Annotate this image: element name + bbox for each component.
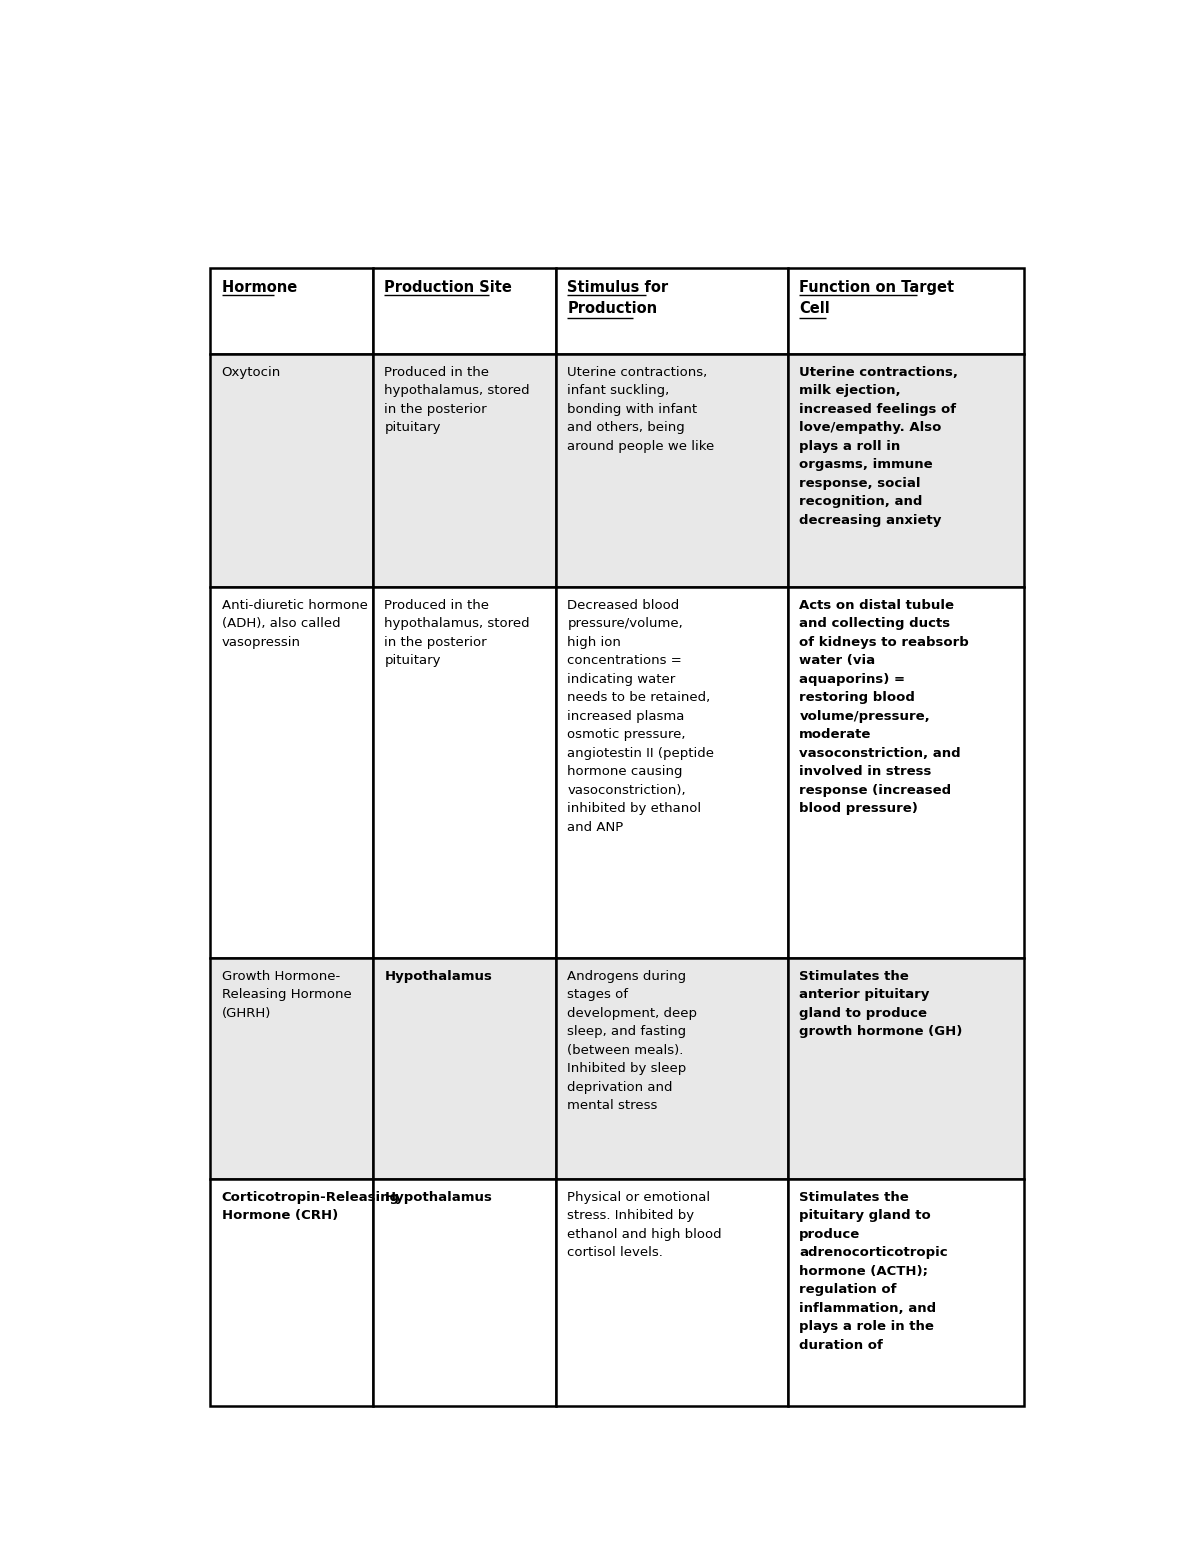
Text: Acts on distal tubule
and collecting ducts
of kidneys to reabsorb
water (via
aqu: Acts on distal tubule and collecting duc… bbox=[799, 599, 970, 815]
Text: Produced in the
hypothalamus, stored
in the posterior
pituitary: Produced in the hypothalamus, stored in … bbox=[384, 599, 530, 668]
Bar bbox=[210, 267, 373, 354]
Text: Hypothalamus: Hypothalamus bbox=[384, 1191, 492, 1204]
Text: Corticotropin-Releasing
Hormone (CRH): Corticotropin-Releasing Hormone (CRH) bbox=[222, 1191, 400, 1222]
Bar bbox=[557, 267, 788, 354]
Text: Physical or emotional
stress. Inhibited by
ethanol and high blood
cortisol level: Physical or emotional stress. Inhibited … bbox=[568, 1191, 722, 1259]
Text: Production Site: Production Site bbox=[384, 280, 517, 295]
Text: Produced in the
hypothalamus, stored
in the posterior
pituitary: Produced in the hypothalamus, stored in … bbox=[384, 365, 530, 435]
Bar bbox=[373, 958, 557, 1179]
Bar bbox=[557, 1179, 788, 1405]
Bar bbox=[788, 267, 1024, 354]
Bar bbox=[373, 267, 557, 354]
Bar bbox=[373, 354, 557, 587]
Text: Stimulus for
Production: Stimulus for Production bbox=[568, 280, 668, 317]
Text: Oxytocin: Oxytocin bbox=[222, 365, 281, 379]
Text: Stimulates the
pituitary gland to
produce
adrenocorticotropic
hormone (ACTH);
re: Stimulates the pituitary gland to produc… bbox=[799, 1191, 948, 1351]
Bar bbox=[210, 1179, 373, 1405]
Bar bbox=[788, 1179, 1024, 1405]
Text: Stimulates the
anterior pituitary
gland to produce
growth hormone (GH): Stimulates the anterior pituitary gland … bbox=[799, 969, 962, 1037]
Bar bbox=[210, 354, 373, 587]
Text: Hypothalamus: Hypothalamus bbox=[384, 969, 492, 983]
Bar bbox=[210, 958, 373, 1179]
Text: Hormone: Hormone bbox=[222, 280, 302, 295]
Bar bbox=[557, 958, 788, 1179]
Text: Androgens during
stages of
development, deep
sleep, and fasting
(between meals).: Androgens during stages of development, … bbox=[568, 969, 697, 1112]
Bar bbox=[373, 587, 557, 958]
Bar bbox=[557, 354, 788, 587]
Bar bbox=[373, 1179, 557, 1405]
Text: Uterine contractions,
milk ejection,
increased feelings of
love/empathy. Also
pl: Uterine contractions, milk ejection, inc… bbox=[799, 365, 959, 526]
Text: Uterine contractions,
infant suckling,
bonding with infant
and others, being
aro: Uterine contractions, infant suckling, b… bbox=[568, 365, 715, 453]
Bar bbox=[788, 587, 1024, 958]
Text: Function on Target
Cell: Function on Target Cell bbox=[799, 280, 954, 317]
Text: Anti-diuretic hormone
(ADH), also called
vasopressin: Anti-diuretic hormone (ADH), also called… bbox=[222, 599, 367, 649]
Bar bbox=[210, 587, 373, 958]
Bar bbox=[788, 958, 1024, 1179]
Text: Growth Hormone-
Releasing Hormone
(GHRH): Growth Hormone- Releasing Hormone (GHRH) bbox=[222, 969, 352, 1020]
Bar bbox=[788, 354, 1024, 587]
Text: Decreased blood
pressure/volume,
high ion
concentrations =
indicating water
need: Decreased blood pressure/volume, high io… bbox=[568, 599, 714, 834]
Bar bbox=[557, 587, 788, 958]
